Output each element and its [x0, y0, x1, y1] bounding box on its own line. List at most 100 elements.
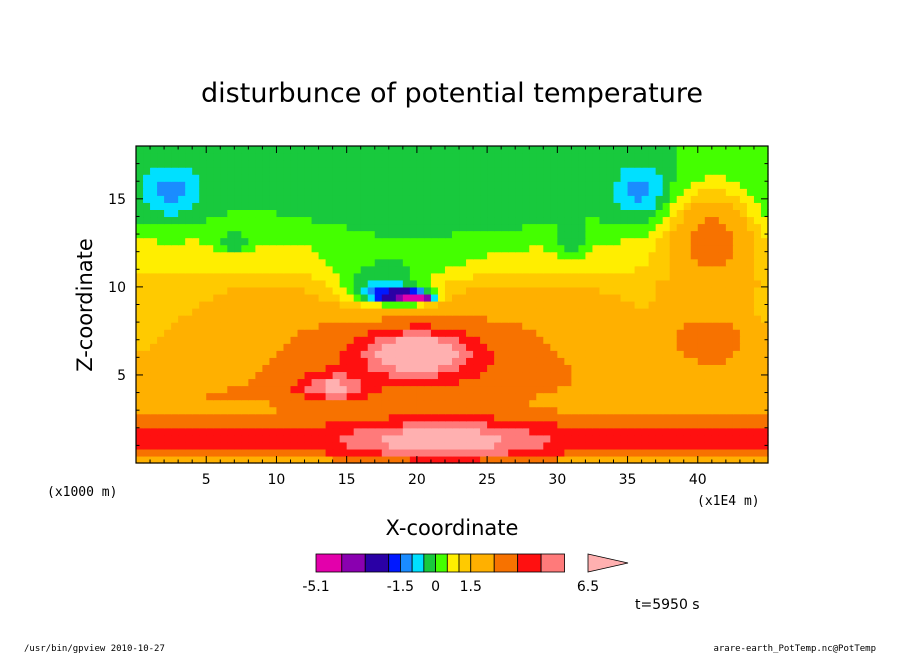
field-cell	[395, 336, 404, 344]
field-cell	[171, 258, 179, 267]
field-cell	[550, 399, 558, 408]
field-cell	[753, 230, 762, 239]
field-cell	[220, 167, 228, 175]
field-cell	[304, 167, 313, 175]
field-cell	[297, 293, 306, 302]
field-cell	[332, 223, 341, 232]
field-cell	[676, 209, 685, 218]
field-cell	[550, 251, 558, 260]
field-cell	[297, 265, 306, 274]
field-cell	[276, 153, 285, 161]
field-cell	[585, 427, 594, 436]
field-cell	[648, 223, 657, 232]
field-cell	[381, 251, 390, 260]
field-cell	[599, 209, 608, 218]
colorbar-segment	[400, 553, 413, 573]
field-cell	[711, 336, 720, 344]
field-cell	[444, 378, 453, 387]
field-cell	[718, 371, 727, 380]
field-cell	[395, 174, 404, 182]
field-cell	[262, 336, 271, 344]
field-cell	[311, 350, 320, 358]
field-cell	[690, 286, 699, 295]
field-cell	[606, 350, 615, 358]
field-cell	[199, 230, 207, 239]
field-cell	[585, 188, 594, 196]
field-cell	[494, 216, 502, 225]
field-cell	[206, 378, 214, 387]
field-cell	[388, 223, 397, 232]
field-cell	[136, 258, 144, 267]
field-cell	[339, 265, 348, 274]
field-cell	[318, 448, 327, 457]
field-cell	[473, 195, 481, 203]
field-cell	[578, 343, 587, 351]
field-cell	[557, 181, 565, 189]
field-cell	[494, 336, 502, 344]
field-cell	[746, 265, 755, 274]
field-cell	[150, 343, 158, 351]
field-cell	[430, 223, 439, 232]
field-cell	[262, 392, 271, 401]
field-cell	[346, 181, 355, 189]
field-cell	[536, 378, 544, 387]
field-cell	[634, 343, 643, 351]
field-cell	[655, 216, 664, 225]
field-cell	[669, 392, 678, 401]
field-cell	[136, 300, 144, 309]
field-cell	[206, 195, 214, 203]
field-cell	[459, 216, 467, 225]
field-cell	[283, 265, 292, 274]
field-cell	[283, 167, 292, 175]
field-cell	[459, 413, 467, 422]
field-cell	[501, 371, 509, 380]
field-cell	[683, 174, 692, 182]
field-cell	[718, 286, 727, 295]
field-cell	[150, 181, 158, 189]
field-cell	[732, 251, 741, 260]
field-cell	[592, 441, 601, 450]
field-cell	[753, 167, 762, 175]
field-cell	[501, 209, 509, 218]
field-cell	[529, 272, 537, 281]
field-cell	[297, 181, 306, 189]
colorbar-segment	[388, 553, 401, 573]
field-cell	[192, 420, 200, 429]
field-cell	[290, 392, 299, 401]
field-cell	[199, 286, 207, 295]
field-cell	[718, 272, 727, 281]
field-cell	[171, 343, 179, 351]
field-cell	[676, 420, 685, 429]
field-cell	[634, 181, 643, 189]
field-cell	[304, 223, 313, 232]
field-cell	[760, 413, 769, 422]
field-cell	[571, 209, 579, 218]
field-cell	[746, 441, 755, 450]
field-cell	[760, 427, 769, 436]
field-cell	[676, 230, 685, 239]
field-cell	[164, 230, 172, 239]
field-cell	[227, 146, 235, 154]
field-cell	[248, 230, 256, 239]
field-cell	[676, 167, 685, 175]
field-cell	[641, 441, 650, 450]
field-cell	[662, 153, 671, 161]
field-cell	[515, 385, 523, 394]
field-cell	[508, 251, 516, 260]
field-cell	[374, 188, 383, 196]
field-cell	[578, 167, 587, 175]
field-cell	[459, 420, 467, 429]
field-cell	[241, 251, 249, 260]
field-cell	[388, 420, 397, 429]
field-cell	[501, 230, 509, 239]
field-cell	[501, 343, 509, 351]
field-cell	[143, 378, 151, 387]
field-cell	[199, 350, 207, 358]
field-cell	[557, 434, 565, 443]
field-cell	[508, 258, 516, 267]
field-cell	[332, 357, 341, 365]
field-cell	[185, 202, 193, 210]
field-cell	[627, 427, 636, 436]
field-cell	[627, 251, 636, 260]
